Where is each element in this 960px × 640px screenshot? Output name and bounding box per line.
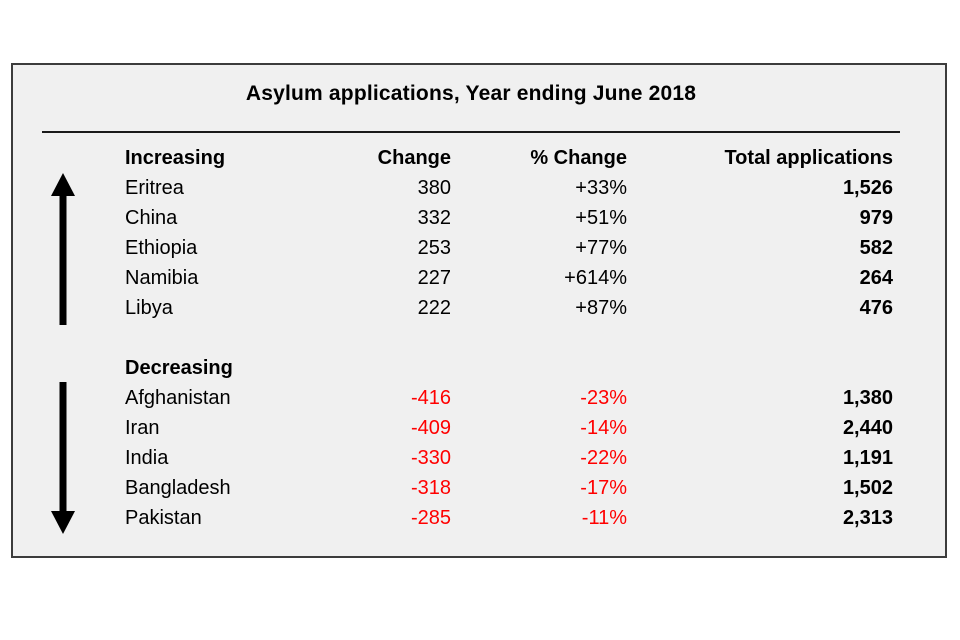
country-cell: China — [125, 207, 178, 229]
total-cell: 979 — [859, 207, 893, 229]
title-divider — [42, 131, 900, 133]
change-cell: 332 — [417, 207, 451, 229]
table-row: India -330 -22% 1,191 — [125, 443, 893, 473]
table-row: Bangladesh -318 -17% 1,502 — [125, 473, 893, 503]
total-cell: 2,440 — [842, 417, 893, 439]
change-cell: -409 — [410, 417, 451, 439]
country-cell: Namibia — [125, 267, 199, 289]
table-row: Namibia 227 +614% 264 — [125, 263, 893, 293]
section-label-decreasing: Decreasing — [125, 357, 233, 379]
country-cell: Eritrea — [125, 177, 184, 199]
change-cell: 380 — [417, 177, 451, 199]
table-header-row: Increasing Change % Change Total applica… — [125, 143, 893, 173]
pct-change-cell: +33% — [575, 177, 627, 199]
total-cell: 1,380 — [842, 387, 893, 409]
pct-change-cell: -22% — [580, 447, 627, 469]
country-cell: India — [125, 447, 169, 469]
total-cell: 264 — [859, 267, 893, 289]
change-cell: -285 — [410, 507, 451, 529]
country-cell: Bangladesh — [125, 477, 231, 499]
table-row: Pakistan -285 -11% 2,313 — [125, 503, 893, 533]
change-cell: -416 — [410, 387, 451, 409]
change-cell: 253 — [417, 237, 451, 259]
country-cell: Pakistan — [125, 507, 202, 529]
change-cell: 227 — [417, 267, 451, 289]
section-gap — [125, 323, 893, 353]
total-cell: 476 — [859, 297, 893, 319]
column-header-change: Change — [377, 147, 451, 169]
table-row: Iran -409 -14% 2,440 — [125, 413, 893, 443]
total-cell: 2,313 — [842, 507, 893, 529]
increasing-rows: Eritrea 380 +33% 1,526 China 332 +51% 979 Ethiop… — [125, 173, 893, 323]
pct-change-cell: +51% — [575, 207, 627, 229]
change-cell: 222 — [417, 297, 451, 319]
pct-change-cell: -23% — [580, 387, 627, 409]
table-row: Afghanistan -416 -23% 1,380 — [125, 383, 893, 413]
column-header-pct-change: % Change — [530, 147, 627, 169]
pct-change-cell: +87% — [575, 297, 627, 319]
column-header-total-applications: Total applications — [724, 147, 893, 169]
table-row: Ethiopia 253 +77% 582 — [125, 233, 893, 263]
total-cell: 1,502 — [842, 477, 893, 499]
total-cell: 1,191 — [842, 447, 893, 469]
section-label-increasing: Increasing — [125, 147, 226, 169]
country-cell: Ethiopia — [125, 237, 198, 259]
country-cell: Afghanistan — [125, 387, 231, 409]
increase-arrow-icon — [51, 173, 75, 325]
table-panel: Asylum applications, Year ending June 20… — [11, 63, 947, 558]
change-cell: -330 — [410, 447, 451, 469]
table-row: Libya 222 +87% 476 — [125, 293, 893, 323]
table-row: Eritrea 380 +33% 1,526 — [125, 173, 893, 203]
pct-change-cell: -17% — [580, 477, 627, 499]
pct-change-cell: +77% — [575, 237, 627, 259]
country-cell: Libya — [125, 297, 173, 319]
total-cell: 1,526 — [842, 177, 893, 199]
pct-change-cell: -14% — [580, 417, 627, 439]
pct-change-cell: +614% — [564, 267, 627, 289]
data-table: Increasing Change % Change Total applica… — [125, 143, 893, 533]
decrease-arrow-icon — [51, 382, 75, 534]
country-cell: Iran — [125, 417, 160, 439]
page-title: Asylum applications, Year ending June 20… — [245, 82, 697, 105]
section-label-row: Decreasing — [125, 353, 893, 383]
pct-change-cell: -11% — [581, 507, 627, 529]
table-row: China 332 +51% 979 — [125, 203, 893, 233]
change-cell: -318 — [410, 477, 451, 499]
decreasing-rows: Afghanistan -416 -23% 1,380 Iran -409 -14% 2,44… — [125, 383, 893, 533]
total-cell: 582 — [859, 237, 893, 259]
